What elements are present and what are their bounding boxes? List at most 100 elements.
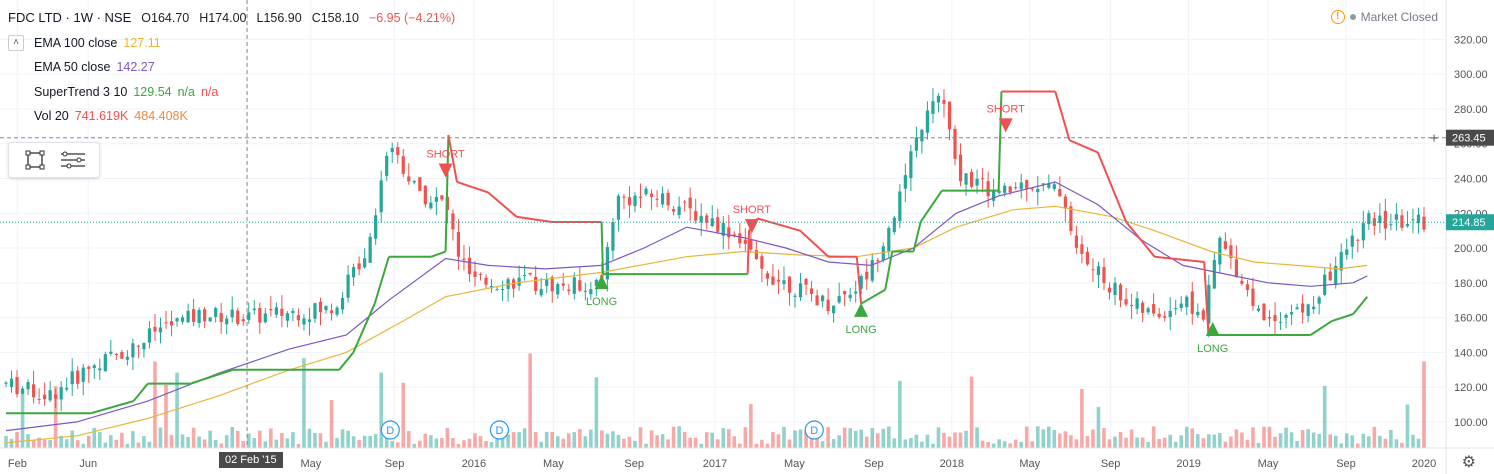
volume-bar	[771, 431, 775, 448]
candle-body	[407, 176, 411, 182]
short-signal-label: SHORT	[733, 204, 772, 216]
candle-body	[820, 295, 825, 302]
drawing-toolbox	[8, 142, 100, 178]
x-tick-label: Sep	[1336, 458, 1356, 470]
candle-body	[765, 273, 770, 279]
y-tick-label: 320.00	[1454, 34, 1488, 46]
volume-bar	[197, 436, 201, 448]
volume-bar	[136, 442, 141, 448]
candle-body	[65, 387, 69, 390]
candle-body	[1179, 303, 1183, 308]
candle-body	[1367, 213, 1371, 225]
x-tick-label: 2019	[1176, 458, 1200, 470]
candle-body	[340, 297, 345, 310]
volume-bar	[274, 439, 279, 448]
settings-gear-icon[interactable]: ⚙	[1461, 454, 1476, 471]
volume-bar	[1173, 441, 1178, 448]
candle-body	[1218, 237, 1222, 265]
candle-body	[638, 196, 643, 198]
candle-body	[1394, 214, 1399, 220]
indicator-ema100[interactable]: ˄ EMA 100 close 127.11	[8, 31, 459, 56]
volume-bar	[379, 372, 383, 448]
x-tick-label: May	[1258, 458, 1279, 470]
volume-bar	[1278, 433, 1283, 448]
indicator-volume[interactable]: Vol 20 741.619K 484.408K	[8, 104, 459, 129]
candle-body	[539, 289, 543, 296]
candle-body	[120, 352, 124, 359]
volume-bar	[820, 441, 825, 448]
volume-bar	[125, 443, 130, 448]
volume-bar	[975, 427, 979, 448]
indicator-value: n/a	[200, 84, 219, 99]
candle-body	[43, 394, 47, 400]
candle-body	[258, 307, 262, 323]
collapse-icon[interactable]: ˄	[8, 34, 24, 51]
volume-bar	[186, 436, 190, 448]
volume-bar	[53, 386, 58, 448]
candle-body	[787, 276, 792, 293]
candle-body	[1245, 284, 1250, 290]
candle-body	[48, 390, 52, 401]
candle-body	[550, 277, 554, 292]
indicator-supertrend[interactable]: SuperTrend 3 10 129.54 n/a n/a	[8, 80, 459, 105]
volume-bar	[64, 439, 69, 448]
candle-body	[169, 321, 174, 326]
candle-body	[236, 310, 240, 325]
candle-body	[76, 370, 80, 384]
ohlc-open: O164.70	[141, 11, 190, 25]
supertrend-segment	[90, 400, 134, 415]
candle-body	[352, 267, 356, 278]
volume-bar	[875, 433, 880, 448]
candle-body	[892, 217, 896, 233]
candle-body	[241, 319, 245, 322]
volume-bar	[230, 426, 235, 448]
candle-body	[214, 308, 218, 317]
x-tick-label: 2016	[462, 458, 486, 470]
candle-body	[302, 318, 306, 325]
candle-body	[440, 195, 444, 200]
candle-body	[1052, 184, 1056, 189]
candle-body	[125, 356, 129, 360]
candle-body	[760, 256, 764, 269]
volume-bar	[484, 441, 488, 448]
volume-bar	[258, 430, 262, 448]
supertrend-segment	[1125, 221, 1156, 258]
candle-body	[495, 289, 499, 291]
supertrend-segment	[1069, 139, 1099, 154]
volume-bar	[1267, 426, 1272, 448]
candle-body	[771, 276, 775, 285]
volume-bar	[406, 430, 411, 448]
candle-body	[203, 309, 207, 322]
candle-body	[660, 193, 665, 205]
candle-body	[379, 180, 383, 213]
supertrend-segment	[431, 250, 446, 258]
candle-body	[1036, 189, 1040, 193]
add-alert-plus-icon: +	[1430, 130, 1438, 146]
symbol-title[interactable]: FDC LTD · 1W · NSE	[8, 10, 132, 25]
x-tick-label: 2018	[940, 458, 964, 470]
x-tick-label: May	[543, 458, 564, 470]
candle-body	[1163, 316, 1167, 318]
y-tick-label: 280.00	[1454, 104, 1488, 116]
lines-menu-icon[interactable]	[59, 147, 87, 173]
candle-body	[164, 322, 168, 324]
indicator-value: 142.27	[116, 60, 155, 74]
warning-icon[interactable]: !	[1330, 10, 1345, 24]
volume-bar	[252, 437, 257, 448]
volume-bar	[1013, 439, 1018, 448]
candle-body	[523, 275, 527, 277]
indicator-ema50[interactable]: EMA 50 close 142.27	[8, 55, 459, 80]
volume-bar	[1289, 432, 1294, 448]
candle-body	[909, 151, 913, 179]
volume-bar	[589, 429, 593, 448]
candle-body	[1074, 235, 1078, 248]
rectangle-tool-icon[interactable]	[21, 147, 49, 173]
candle-body	[1157, 313, 1161, 318]
x-tick-label: Jun	[79, 458, 97, 470]
volume-bar	[544, 431, 549, 448]
volume-bar	[804, 430, 808, 448]
candle-body	[975, 178, 979, 186]
candle-body	[87, 366, 91, 369]
candle-body	[832, 305, 836, 314]
